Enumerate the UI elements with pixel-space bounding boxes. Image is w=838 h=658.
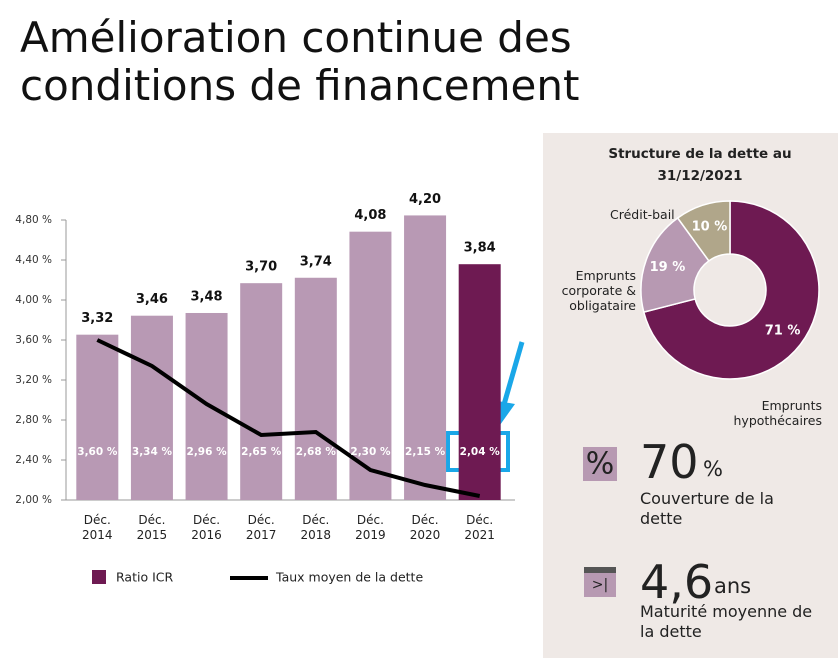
- pie-label: Emprunts hypothécaires: [733, 398, 823, 428]
- x-tick-label: Déc. 2020: [409, 513, 441, 542]
- x-tick-label: Déc. 2019: [355, 513, 386, 542]
- pie-slice: [676, 200, 731, 262]
- bar-value-label: 3,32: [81, 311, 113, 326]
- bar-value-label: 3,74: [300, 254, 332, 269]
- bar: [76, 334, 119, 500]
- line-value-label: 2,68 %: [296, 446, 337, 458]
- pie-label: Emprunts corporate & obligataire: [561, 268, 636, 313]
- percent-icon: [583, 447, 617, 481]
- calendar-icon-top: [584, 567, 616, 573]
- pie-value-label: 71 %: [765, 323, 801, 338]
- slide-title: Amélioration continue des conditions de …: [20, 13, 580, 110]
- y-tick-label: 3,60 %: [15, 334, 52, 346]
- x-tick-label: Déc. 2021: [464, 513, 495, 542]
- kpi-unit: ans: [714, 574, 752, 598]
- line-value-label: 2,30 %: [350, 446, 391, 458]
- kpi-value: 70: [640, 435, 699, 489]
- bar: [294, 277, 337, 500]
- pie-label: Crédit-bail: [610, 207, 675, 222]
- bar-value-label: 4,20: [409, 192, 441, 207]
- legend-label: Taux moyen de la dette: [275, 570, 423, 585]
- bar-value-label: 3,48: [191, 289, 223, 304]
- y-tick-label: 4,00 %: [15, 294, 52, 306]
- y-tick-label: 4,40 %: [15, 254, 52, 266]
- bar-value-label: 3,46: [136, 292, 168, 307]
- bar: [349, 231, 392, 500]
- pie-slice: [642, 200, 820, 380]
- line-series: [96, 338, 481, 498]
- kpi-label: Couverture de la dette: [640, 489, 774, 528]
- legend-swatch: [92, 570, 106, 584]
- bar: [458, 264, 501, 500]
- bar: [404, 215, 447, 500]
- bar: [130, 315, 173, 500]
- line-value-label: 2,04 %: [460, 446, 501, 458]
- line-value-label: 2,65 %: [241, 446, 282, 458]
- y-tick-label: 4,80 %: [15, 214, 52, 226]
- pie-value-label: 19 %: [650, 260, 686, 275]
- line-value-label: 3,60 %: [77, 446, 118, 458]
- y-tick-label: 2,40 %: [15, 454, 52, 466]
- bar-value-label: 4,08: [354, 208, 386, 223]
- x-tick-label: Déc. 2014: [82, 513, 113, 542]
- bar-value-label: 3,70: [245, 260, 277, 275]
- y-tick-label: 2,80 %: [15, 414, 52, 426]
- pie-slice: [640, 216, 710, 314]
- pie-value-label: 10 %: [692, 219, 728, 234]
- pie-title: Structure de la dette au 31/12/2021: [608, 146, 792, 184]
- x-tick-label: Déc. 2018: [300, 513, 332, 542]
- y-tick-label: 3,20 %: [15, 374, 52, 386]
- x-tick-label: Déc. 2016: [191, 513, 222, 542]
- kpi-value: 4,6: [640, 555, 714, 609]
- bar: [185, 312, 228, 500]
- kpi-unit: %: [703, 457, 723, 481]
- line-value-label: 3,34 %: [132, 446, 173, 458]
- x-tick-label: Déc. 2015: [136, 513, 168, 542]
- bar-value-label: 3,84: [464, 241, 496, 256]
- line-value-label: 2,96 %: [187, 446, 228, 458]
- bar: [240, 283, 283, 500]
- line-value-label: 2,15 %: [405, 446, 446, 458]
- highlight-arrow: [500, 341, 525, 409]
- y-tick-label: 2,00 %: [15, 494, 52, 506]
- calendar-icon-glyph: >|: [592, 577, 608, 593]
- kpi-label: Maturité moyenne de la dette: [640, 602, 813, 641]
- percent-icon-glyph: %: [586, 447, 615, 482]
- x-tick-label: Déc. 2017: [245, 513, 277, 542]
- legend-label: Ratio ICR: [116, 570, 173, 585]
